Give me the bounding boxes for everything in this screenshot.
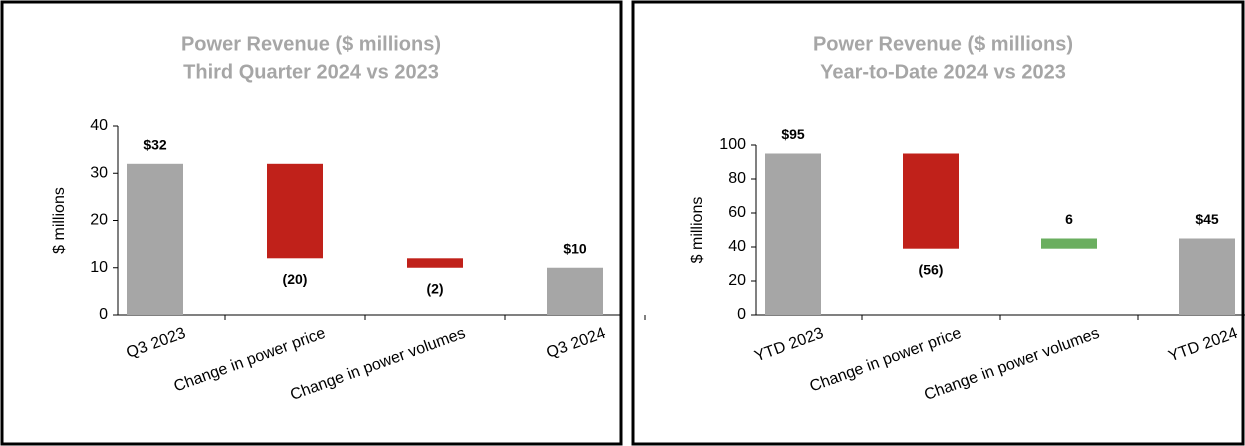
bar [1179, 238, 1235, 315]
y-axis-label: $ millions [689, 197, 706, 264]
bar [267, 163, 323, 259]
y-tick-label: 10 [90, 259, 108, 276]
bar [407, 258, 463, 268]
x-tick-label: YTD 2023 [752, 325, 826, 366]
data-label: (56) [919, 261, 944, 277]
y-tick-label: 40 [90, 117, 108, 134]
data-label: $32 [143, 137, 167, 153]
y-tick-label: 0 [99, 306, 108, 323]
y-tick-label: 60 [728, 204, 746, 221]
bar [903, 153, 959, 249]
chart-subtitle: Year-to-Date 2024 vs 2023 [820, 61, 1066, 83]
y-tick-label: 40 [728, 238, 746, 255]
bar [765, 153, 821, 315]
bar [1041, 238, 1097, 249]
data-label: 6 [1065, 211, 1073, 227]
x-tick-label: YTD 2024 [1166, 325, 1240, 366]
bar [547, 267, 603, 315]
data-label: (2) [426, 280, 443, 296]
panel-border [631, 0, 1245, 446]
y-tick-label: 20 [90, 212, 108, 229]
y-tick-label: 0 [737, 306, 746, 323]
bar [127, 163, 183, 315]
data-label: $95 [781, 126, 805, 142]
data-label: (20) [283, 271, 308, 287]
data-label: $45 [1195, 211, 1219, 227]
y-tick-label: 30 [90, 164, 108, 181]
data-label: $10 [563, 240, 587, 256]
x-tick-label: Q3 2024 [544, 325, 608, 362]
chart: Power Revenue ($ millions) Third Quarter … [51, 33, 646, 404]
panel-border [0, 0, 623, 446]
y-tick-label: 80 [728, 170, 746, 187]
chart-title: Power Revenue ($ millions) [181, 33, 441, 55]
x-tick-label: Q3 2023 [124, 325, 188, 362]
chart: Power Revenue ($ millions) Year-to-Date 2… [689, 33, 1245, 404]
y-tick-label: 100 [719, 136, 746, 153]
chart-title: Power Revenue ($ millions) [813, 33, 1073, 55]
y-axis-label: $ millions [51, 187, 68, 254]
chart-subtitle: Third Quarter 2024 vs 2023 [183, 61, 439, 83]
y-tick-label: 20 [728, 272, 746, 289]
